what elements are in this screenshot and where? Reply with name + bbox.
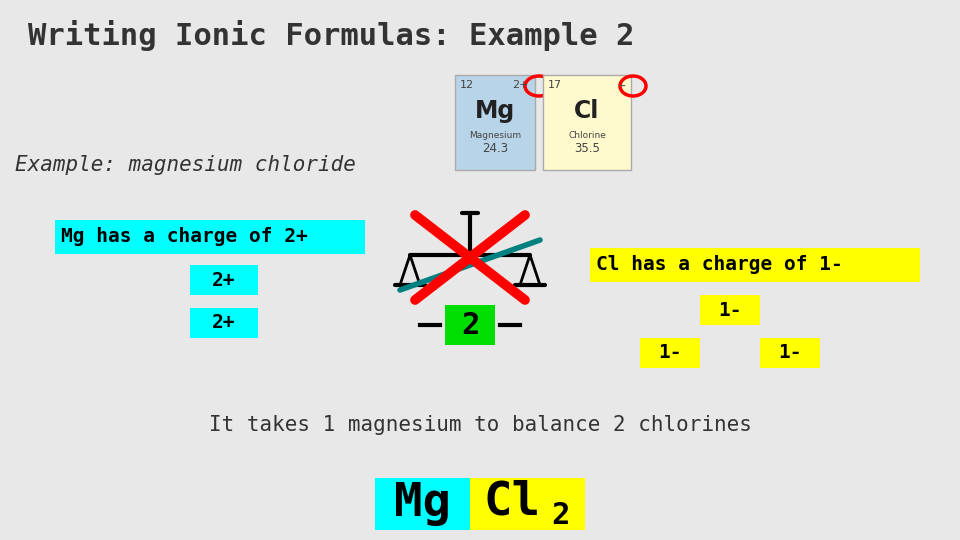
FancyBboxPatch shape: [190, 265, 258, 295]
Text: 2+: 2+: [513, 80, 529, 90]
Text: 1-: 1-: [779, 343, 802, 362]
Text: 2+: 2+: [212, 314, 236, 333]
FancyBboxPatch shape: [760, 338, 820, 368]
Circle shape: [465, 250, 475, 260]
Text: 2+: 2+: [212, 271, 236, 289]
Text: –: –: [618, 80, 625, 94]
Text: 35.5: 35.5: [574, 143, 600, 156]
Text: 1-: 1-: [659, 343, 682, 362]
FancyBboxPatch shape: [543, 75, 631, 170]
Text: 24.3: 24.3: [482, 143, 508, 156]
FancyBboxPatch shape: [445, 305, 495, 345]
FancyBboxPatch shape: [700, 295, 760, 325]
FancyBboxPatch shape: [640, 338, 700, 368]
FancyBboxPatch shape: [470, 478, 585, 530]
Text: Mg: Mg: [475, 99, 516, 123]
FancyBboxPatch shape: [375, 478, 470, 530]
Text: Magnesium: Magnesium: [468, 131, 521, 139]
Text: 2: 2: [551, 502, 569, 530]
Text: Example: magnesium chloride: Example: magnesium chloride: [15, 155, 356, 175]
Text: 2: 2: [461, 310, 479, 340]
Text: It takes 1 magnesium to balance 2 chlorines: It takes 1 magnesium to balance 2 chlori…: [208, 415, 752, 435]
FancyBboxPatch shape: [455, 75, 535, 170]
Text: Cl has a charge of 1-: Cl has a charge of 1-: [596, 255, 843, 274]
Text: 1-: 1-: [718, 300, 742, 320]
Text: Cl: Cl: [484, 480, 540, 524]
Text: Cl: Cl: [574, 99, 600, 123]
FancyBboxPatch shape: [55, 220, 365, 254]
Text: Chlorine: Chlorine: [568, 131, 606, 139]
FancyBboxPatch shape: [590, 248, 920, 282]
Text: Mg has a charge of 2+: Mg has a charge of 2+: [61, 227, 308, 246]
FancyBboxPatch shape: [190, 308, 258, 338]
Text: 17: 17: [548, 80, 563, 90]
Text: Writing Ionic Formulas: Example 2: Writing Ionic Formulas: Example 2: [28, 20, 635, 51]
Text: Mg: Mg: [394, 482, 451, 526]
Text: 12: 12: [460, 80, 474, 90]
